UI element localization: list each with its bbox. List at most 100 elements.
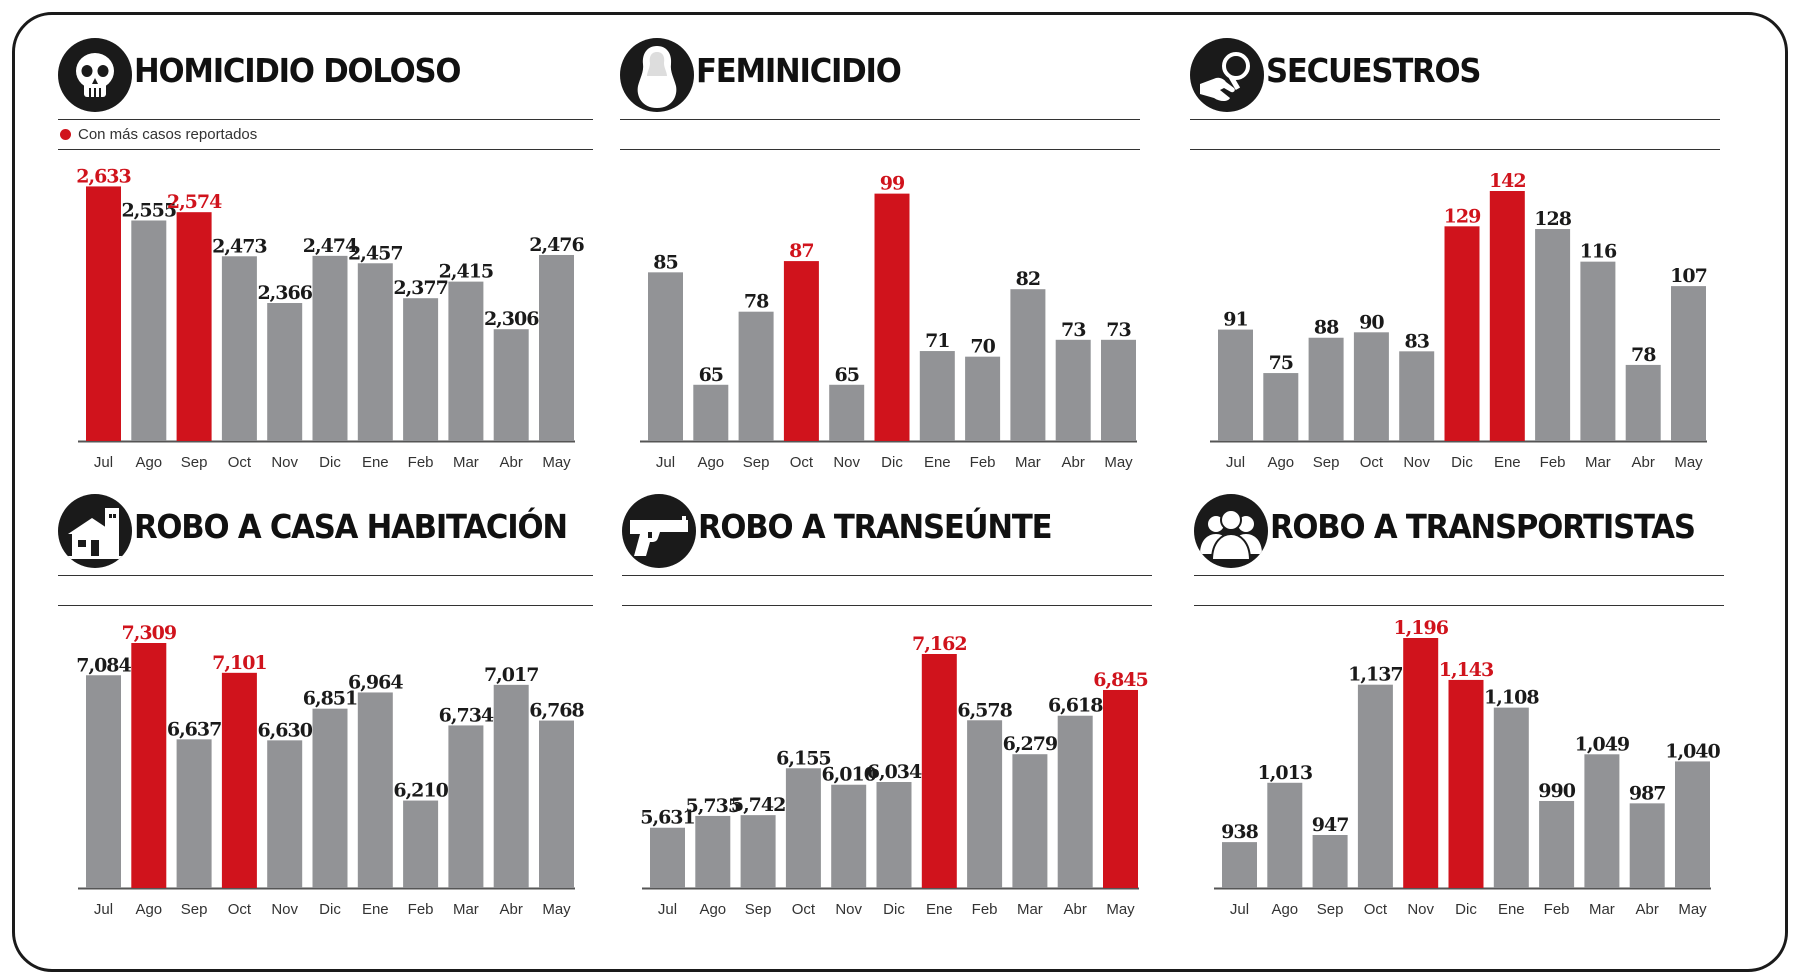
bar-value-label: 6,618: [1048, 695, 1103, 717]
bar-may: [1671, 286, 1706, 441]
bar-abr: [1625, 364, 1661, 441]
bar-value-label: 7,101: [212, 652, 267, 674]
category-label: Mar: [1015, 454, 1041, 471]
category-label: Jul: [656, 454, 675, 471]
bar-chart-robo-transportistas: 938 Jul 1,013 Ago 947 Sep 1,137 Oct 1,196 Nov 1,14…: [1214, 617, 1722, 918]
bar-sep: [176, 739, 212, 888]
bar-mar: [1012, 754, 1048, 888]
category-label: Nov: [835, 901, 862, 918]
category-label: Dic: [1455, 901, 1477, 918]
bar-value-label: 65: [699, 364, 723, 386]
bar-value-label: 128: [1534, 208, 1571, 230]
bar-jul: [1222, 842, 1257, 888]
bar-jul: [648, 272, 683, 441]
bar-oct: [221, 672, 257, 888]
title-rule: [620, 119, 1140, 120]
bar-nov: [267, 740, 303, 888]
bar-nov: [1399, 351, 1435, 441]
category-label: Dic: [881, 454, 903, 471]
category-label: Ago: [699, 901, 726, 918]
title-rule: [1190, 119, 1720, 120]
bar-nov: [267, 303, 303, 441]
bar-value-label: 6,578: [957, 699, 1012, 721]
bar-mar: [448, 725, 484, 888]
bar-ene: [357, 692, 393, 888]
bar-oct: [783, 261, 819, 441]
hand-magnifier-icon: [1190, 38, 1264, 112]
chart-title: FEMINICIDIO: [696, 51, 902, 90]
bar-sep: [740, 815, 776, 888]
category-label: Jul: [658, 901, 677, 918]
bar-ago: [1267, 782, 1303, 888]
bar-value-label: 70: [970, 336, 995, 358]
category-label: Feb: [1544, 901, 1570, 918]
category-label: Ene: [1498, 901, 1525, 918]
bar-mar: [1584, 754, 1620, 888]
category-label: Mar: [1589, 901, 1615, 918]
second-rule: [58, 605, 593, 606]
category-label: Sep: [743, 454, 770, 471]
bar-value-label: 987: [1629, 782, 1666, 804]
bar-value-label: 990: [1538, 780, 1575, 802]
legend-rule: [58, 149, 593, 150]
bar-value-label: 5,631: [640, 807, 695, 829]
chart-title: SECUESTROS: [1266, 51, 1481, 90]
category-label: Ene: [362, 901, 389, 918]
bar-value-label: 6,210: [393, 780, 448, 802]
bar-value-label: 6,279: [1003, 733, 1058, 755]
category-label: Sep: [1317, 901, 1344, 918]
bar-value-label: 6,964: [348, 671, 403, 693]
bar-value-label: 1,137: [1348, 664, 1403, 686]
bar-ago: [695, 815, 731, 888]
category-label: Sep: [745, 901, 772, 918]
bar-value-label: 2,474: [303, 235, 358, 257]
category-label: Abr: [500, 901, 523, 918]
bar-value-label: 73: [1061, 319, 1085, 341]
bar-ago: [131, 220, 167, 441]
skull-icon: [58, 38, 132, 112]
bar-value-label: 116: [1580, 241, 1617, 263]
bar-value-label: 5,742: [731, 794, 786, 816]
category-label: Sep: [181, 901, 208, 918]
bar-value-label: 90: [1359, 311, 1384, 333]
category-label: Ago: [135, 454, 162, 471]
bar-may: [539, 720, 574, 888]
bar-nov: [831, 784, 867, 888]
bar-value-label: 1,196: [1393, 617, 1448, 639]
bar-chart-robo-transeunte: 5,631 Jul 5,735 Ago 5,742 Sep 6,155 Oct 6,010 Nov…: [640, 633, 1149, 918]
category-label: Sep: [1313, 454, 1340, 471]
chart-title: ROBO A TRANSEÚNTE: [698, 507, 1053, 546]
bar-value-label: 6,034: [867, 761, 922, 783]
category-label: Ago: [135, 901, 162, 918]
category-label: May: [1106, 901, 1135, 918]
bar-nov: [1403, 638, 1439, 888]
bar-value-label: 6,768: [529, 700, 584, 722]
bar-oct: [1353, 332, 1389, 441]
bar-value-label: 6,630: [257, 719, 312, 741]
category-label: Abr: [1632, 454, 1655, 471]
bar-ene: [921, 654, 957, 888]
bar-value-label: 2,476: [529, 234, 584, 256]
title-rule: [1194, 575, 1724, 576]
chart-title: HOMICIDIO DOLOSO: [134, 51, 462, 90]
category-label: Dic: [319, 454, 341, 471]
bar-ago: [693, 384, 729, 441]
category-label: Nov: [833, 454, 860, 471]
category-label: Oct: [792, 901, 816, 918]
category-label: Oct: [228, 454, 252, 471]
bar-value-label: 129: [1444, 205, 1481, 227]
category-label: Mar: [1017, 901, 1043, 918]
bar-value-label: 85: [653, 251, 677, 273]
category-label: May: [1674, 454, 1703, 471]
category-label: Jul: [94, 454, 113, 471]
category-label: Ago: [1267, 454, 1294, 471]
bar-abr: [493, 329, 529, 441]
panel-robo-transportistas: ROBO A TRANSPORTISTAS 938 Jul 1,013 Ago 947 S…: [1194, 494, 1734, 934]
bar-value-label: 1,108: [1484, 687, 1539, 709]
bar-ago: [131, 643, 167, 888]
bar-nov: [829, 384, 865, 441]
bar-value-label: 7,084: [76, 654, 131, 676]
category-label: Abr: [1636, 901, 1659, 918]
bar-value-label: 82: [1016, 268, 1040, 290]
category-label: Feb: [408, 901, 434, 918]
